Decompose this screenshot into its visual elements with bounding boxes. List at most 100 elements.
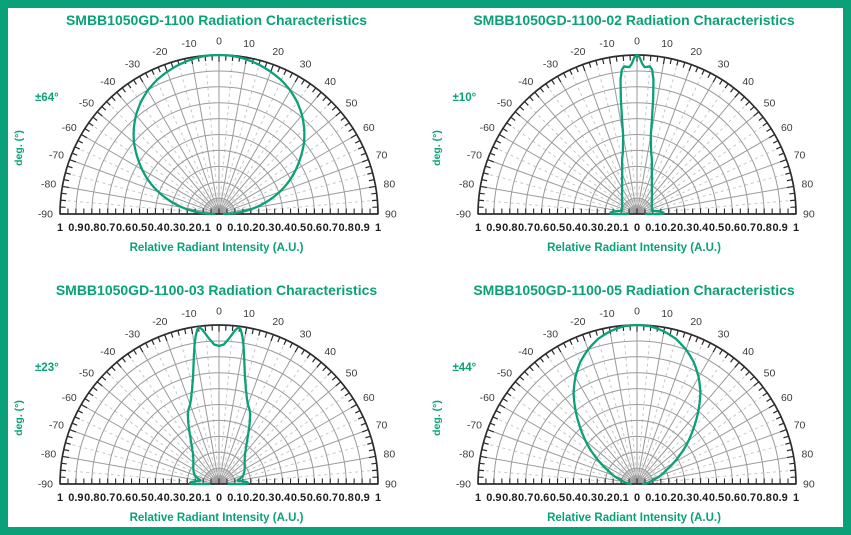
svg-text:0.7: 0.7 bbox=[100, 492, 115, 504]
svg-text:0: 0 bbox=[633, 222, 639, 234]
svg-text:-70: -70 bbox=[466, 419, 481, 431]
svg-text:0.7: 0.7 bbox=[740, 492, 755, 504]
x-tick-labels: 1 0.9 0.8 0.7 0.6 0.5 0.4 0.3 0.2 0.1 0 0.1 0.2 0.3 0.… bbox=[57, 222, 381, 234]
svg-text:0: 0 bbox=[216, 222, 222, 234]
svg-text:0.5: 0.5 bbox=[708, 222, 723, 234]
svg-text:0.9: 0.9 bbox=[486, 222, 501, 234]
svg-text:-40: -40 bbox=[100, 76, 115, 88]
polar-plot-svg: -90-80-70-60-50-40-30-20-10 0 102030405060… bbox=[38, 36, 397, 235]
svg-text:-10: -10 bbox=[599, 308, 614, 320]
svg-text:80: 80 bbox=[384, 448, 396, 460]
beam-angle-label: ±23° bbox=[35, 361, 59, 374]
svg-text:50: 50 bbox=[763, 97, 775, 109]
svg-text:0.6: 0.6 bbox=[116, 492, 131, 504]
polar-plot-svg: -90-80-70-60-50-40-30-20-10 0 102030405060… bbox=[455, 36, 814, 235]
svg-text:0.5: 0.5 bbox=[291, 222, 306, 234]
svg-text:0.8: 0.8 bbox=[756, 222, 771, 234]
svg-text:1: 1 bbox=[474, 492, 480, 504]
svg-text:0: 0 bbox=[216, 305, 222, 317]
charts-grid: SMBB1050GD-1100 Radiation Characteristic… bbox=[8, 8, 843, 527]
svg-text:0.9: 0.9 bbox=[68, 492, 83, 504]
svg-text:-70: -70 bbox=[49, 419, 64, 431]
x-axis bbox=[476, 478, 797, 485]
svg-text:20: 20 bbox=[690, 46, 702, 58]
svg-text:0.3: 0.3 bbox=[164, 492, 179, 504]
svg-text:0.7: 0.7 bbox=[323, 492, 338, 504]
svg-text:0.1: 0.1 bbox=[645, 222, 660, 234]
x-axis bbox=[476, 208, 797, 215]
x-axis bbox=[59, 208, 379, 215]
svg-text:30: 30 bbox=[717, 59, 729, 71]
svg-text:0.1: 0.1 bbox=[613, 222, 628, 234]
svg-text:0.3: 0.3 bbox=[581, 222, 596, 234]
angle-tick-labels: -90 -80 -70 -60 -50 -40 -30 -20 -10 0 10 20 30 40 50 60… bbox=[455, 305, 814, 490]
svg-text:-70: -70 bbox=[466, 149, 481, 161]
svg-text:0.5: 0.5 bbox=[708, 492, 723, 504]
svg-text:0.8: 0.8 bbox=[84, 222, 99, 234]
svg-text:0.4: 0.4 bbox=[275, 492, 291, 504]
svg-text:0.4: 0.4 bbox=[565, 492, 581, 504]
svg-text:-80: -80 bbox=[41, 178, 56, 190]
svg-text:40: 40 bbox=[324, 345, 336, 357]
svg-text:0.5: 0.5 bbox=[291, 492, 306, 504]
chart-inner: SMBB1050GD-1100 Radiation Characteristic… bbox=[8, 8, 425, 267]
svg-text:0: 0 bbox=[634, 305, 640, 317]
svg-text:0.3: 0.3 bbox=[677, 222, 692, 234]
svg-text:80: 80 bbox=[801, 448, 813, 460]
svg-text:80: 80 bbox=[801, 178, 813, 190]
polar-plot: -90 -80 -70 -60 -50 -40 -30 -20 -10 0 10 20 30 40 50 60… bbox=[8, 278, 425, 528]
svg-text:0.2: 0.2 bbox=[661, 492, 676, 504]
svg-text:-60: -60 bbox=[62, 392, 77, 404]
svg-text:0: 0 bbox=[633, 492, 639, 504]
svg-text:-10: -10 bbox=[181, 308, 196, 320]
svg-text:-90: -90 bbox=[455, 478, 470, 490]
svg-text:-50: -50 bbox=[79, 97, 94, 109]
svg-text:-60: -60 bbox=[62, 122, 77, 134]
svg-text:0.7: 0.7 bbox=[740, 222, 755, 234]
svg-text:30: 30 bbox=[717, 328, 729, 340]
polar-plot: -90 -80 -70 -60 -50 -40 -30 -20 -10 0 10 20 30 40 50 60… bbox=[426, 8, 843, 267]
svg-text:0: 0 bbox=[634, 36, 640, 48]
svg-text:-30: -30 bbox=[125, 59, 140, 71]
svg-text:50: 50 bbox=[346, 367, 358, 379]
svg-text:0.8: 0.8 bbox=[502, 222, 517, 234]
svg-text:0.8: 0.8 bbox=[84, 492, 99, 504]
x-axis bbox=[59, 478, 379, 485]
svg-text:30: 30 bbox=[300, 59, 312, 71]
svg-text:0.7: 0.7 bbox=[518, 222, 533, 234]
svg-text:0.7: 0.7 bbox=[323, 222, 338, 234]
svg-text:0.4: 0.4 bbox=[148, 222, 164, 234]
svg-text:0.6: 0.6 bbox=[724, 492, 739, 504]
svg-text:-40: -40 bbox=[518, 345, 533, 357]
polar-grid bbox=[60, 55, 378, 215]
svg-text:10: 10 bbox=[661, 308, 673, 320]
svg-text:40: 40 bbox=[742, 76, 754, 88]
svg-text:0.9: 0.9 bbox=[354, 222, 369, 234]
svg-text:10: 10 bbox=[243, 38, 255, 50]
svg-text:0.4: 0.4 bbox=[148, 492, 164, 504]
svg-text:-80: -80 bbox=[41, 448, 56, 460]
svg-text:0.7: 0.7 bbox=[518, 492, 533, 504]
svg-text:90: 90 bbox=[385, 209, 397, 221]
svg-text:0.8: 0.8 bbox=[339, 222, 354, 234]
svg-text:70: 70 bbox=[793, 419, 805, 431]
svg-text:10: 10 bbox=[243, 308, 255, 320]
svg-text:0.5: 0.5 bbox=[132, 492, 147, 504]
svg-text:0.8: 0.8 bbox=[502, 492, 517, 504]
svg-text:1: 1 bbox=[375, 222, 381, 234]
svg-text:1: 1 bbox=[57, 492, 63, 504]
svg-text:0.8: 0.8 bbox=[339, 492, 354, 504]
svg-text:0.9: 0.9 bbox=[772, 492, 787, 504]
svg-text:0.5: 0.5 bbox=[132, 222, 147, 234]
svg-text:-40: -40 bbox=[100, 345, 115, 357]
svg-text:50: 50 bbox=[763, 367, 775, 379]
x-axis-label: Relative Radiant Intensity (A.U.) bbox=[129, 511, 304, 524]
polar-plot-svg: -90-80-70-60-50-40-30-20-10 0 102030405060… bbox=[38, 305, 397, 504]
angle-tick-labels: -90 -80 -70 -60 -50 -40 -30 -20 -10 0 10 20 30 40 50 60… bbox=[455, 36, 814, 221]
svg-text:0.2: 0.2 bbox=[243, 222, 258, 234]
svg-text:0.1: 0.1 bbox=[645, 492, 660, 504]
svg-text:60: 60 bbox=[363, 392, 375, 404]
svg-text:-60: -60 bbox=[479, 122, 494, 134]
svg-text:20: 20 bbox=[690, 315, 702, 327]
